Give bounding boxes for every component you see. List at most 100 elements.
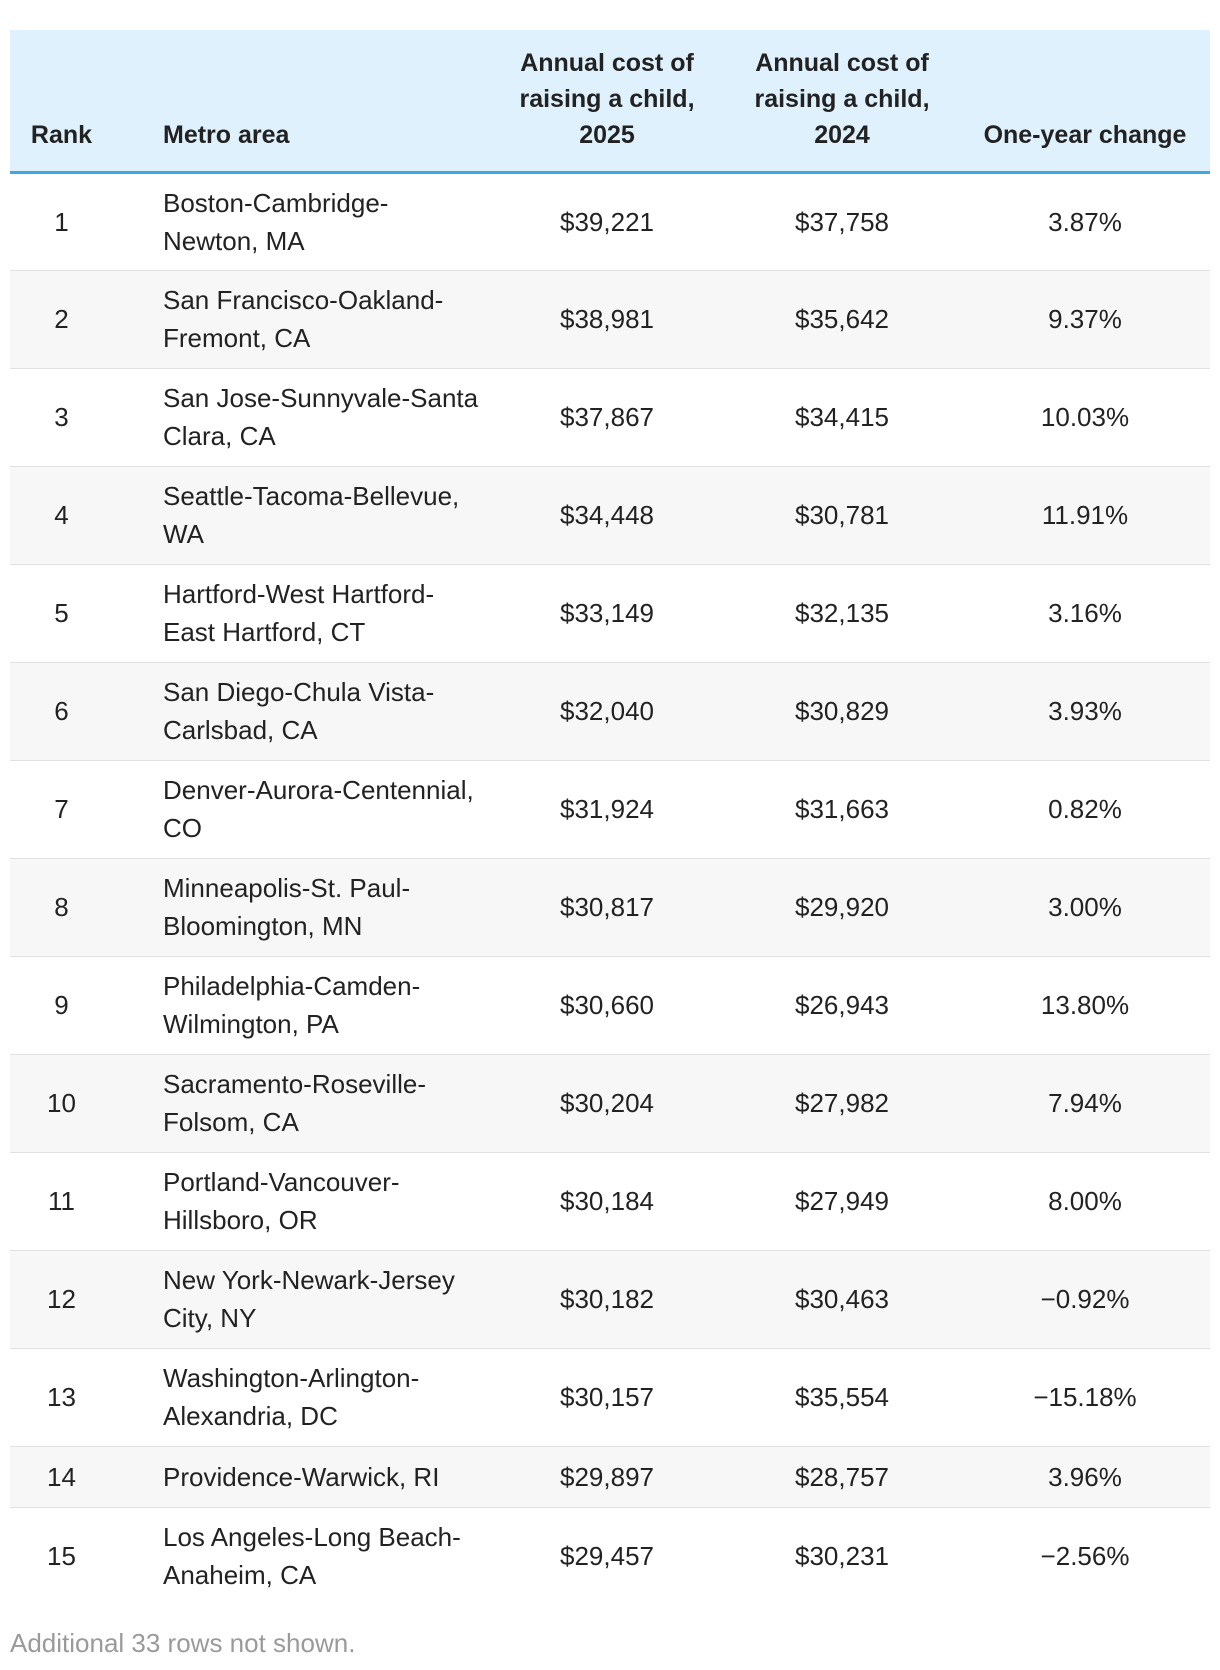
cell-cost-2025: $39,221 [490,172,724,271]
cell-metro-area: Washington-Arlington-Alexandria, DC [113,1348,490,1447]
table-row: 3 San Jose-Sunnyvale-Santa Clara, CA $37,8… [10,368,1210,467]
table-row: 7 Denver-Aurora-Centennial, CO $31,924 $31,… [10,760,1210,859]
cell-cost-2025: $38,981 [490,270,724,369]
cell-cost-2025: $37,867 [490,368,724,467]
cell-rank: 6 [10,662,113,761]
cell-rank: 1 [10,172,113,271]
cell-cost-2025: $33,149 [490,564,724,663]
table-row: 15 Los Angeles-Long Beach-Anaheim, CA $29,… [10,1507,1210,1605]
cost-of-raising-child-table-container: Rank Metro area Annual cost of raising a… [10,30,1210,1605]
table-body: 1 Boston-Cambridge-Newton, MA $39,221 $37,7… [10,172,1210,1605]
cell-one-year-change: 0.82% [960,760,1210,859]
rows-not-shown-note: Additional 33 rows not shown. [10,1628,356,1658]
cell-one-year-change: 11.91% [960,466,1210,565]
cell-cost-2024: $30,463 [724,1250,960,1349]
cell-cost-2024: $28,757 [724,1446,960,1508]
cell-rank: 9 [10,956,113,1055]
cell-metro-area: Minneapolis-St. Paul-Bloomington, MN [113,858,490,957]
cell-cost-2024: $26,943 [724,956,960,1055]
cell-metro-area: Denver-Aurora-Centennial, CO [113,760,490,859]
cell-cost-2024: $35,642 [724,270,960,369]
cell-cost-2024: $30,781 [724,466,960,565]
cell-cost-2025: $30,204 [490,1054,724,1153]
cell-metro-area: Portland-Vancouver-Hillsboro, OR [113,1152,490,1251]
cell-rank: 13 [10,1348,113,1447]
cell-one-year-change: 3.87% [960,172,1210,271]
cell-cost-2025: $30,157 [490,1348,724,1447]
table-row: 9 Philadelphia-Camden-Wilmington, PA $30,6… [10,956,1210,1055]
cell-rank: 5 [10,564,113,663]
cell-rank: 7 [10,760,113,859]
table-header: Rank Metro area Annual cost of raising a… [10,30,1210,174]
cell-metro-area: Sacramento-Roseville-Folsom, CA [113,1054,490,1153]
cell-rank: 15 [47,1541,76,1572]
cell-metro-area: New York-Newark-Jersey City, NY [113,1250,490,1349]
cell-one-year-change: 13.80% [960,956,1210,1055]
table-row: 6 San Diego-Chula Vista-Carlsbad, CA $32,0… [10,662,1210,761]
cell-cost-2025: $30,184 [490,1152,724,1251]
cell-metro-area: Boston-Cambridge-Newton, MA [113,172,490,271]
cell-cost-2025: $30,182 [490,1250,724,1349]
table-row: 14 Providence-Warwick, RI $29,897 $28,757 3.… [10,1446,1210,1508]
cell-cost-2024: $27,949 [724,1152,960,1251]
cell-one-year-change: 3.93% [960,662,1210,761]
header-one-year-change: One-year change [960,30,1210,174]
table-row: 8 Minneapolis-St. Paul-Bloomington, MN $30… [10,858,1210,957]
table-row: 4 Seattle-Tacoma-Bellevue, WA $34,448 $30,7… [10,466,1210,565]
table-row: 11 Portland-Vancouver-Hillsboro, OR $30,18… [10,1152,1210,1251]
cell-metro-area: San Francisco-Oakland-Fremont, CA [113,270,490,369]
cell-one-year-change: 3.16% [960,564,1210,663]
header-row: Rank Metro area Annual cost of raising a… [10,30,1210,174]
cell-one-year-change: −0.92% [960,1250,1210,1349]
header-metro-area: Metro area [113,30,490,174]
cell-cost-2025: $29,457 [560,1541,654,1572]
cell-metro-area: Philadelphia-Camden-Wilmington, PA [113,956,490,1055]
cell-rank: 8 [10,858,113,957]
cell-one-year-change: −2.56% [1040,1541,1130,1572]
cell-rank: 2 [10,270,113,369]
table-row: 1 Boston-Cambridge-Newton, MA $39,221 $37,7… [10,172,1210,271]
cell-cost-2024: $32,135 [724,564,960,663]
cell-rank: 4 [10,466,113,565]
cell-cost-2025: $31,924 [490,760,724,859]
cell-one-year-change: 3.00% [960,858,1210,957]
cost-of-raising-child-table: Rank Metro area Annual cost of raising a… [10,30,1210,1605]
cell-cost-2025: $32,040 [490,662,724,761]
cell-rank: 10 [10,1054,113,1153]
cell-metro-area: Providence-Warwick, RI [113,1446,490,1508]
header-rank: Rank [10,30,113,174]
cell-metro-area: Hartford-West Hartford-East Hartford, CT [113,564,490,663]
cell-cost-2024: $30,231 [795,1541,889,1572]
cell-one-year-change: 8.00% [960,1152,1210,1251]
cell-rank: 3 [10,368,113,467]
cell-one-year-change: 9.37% [960,270,1210,369]
table-row: 2 San Francisco-Oakland-Fremont, CA $38,98… [10,270,1210,369]
cell-cost-2024: $37,758 [724,172,960,271]
table-row: 13 Washington-Arlington-Alexandria, DC $30… [10,1348,1210,1447]
cell-metro-area: San Diego-Chula Vista-Carlsbad, CA [113,662,490,761]
cell-one-year-change: 10.03% [960,368,1210,467]
cell-cost-2025: $30,817 [490,858,724,957]
cell-rank: 12 [10,1250,113,1349]
cell-cost-2025: $30,660 [490,956,724,1055]
cell-cost-2024: $34,415 [724,368,960,467]
cell-cost-2024: $27,982 [724,1054,960,1153]
cell-cost-2024: $30,829 [724,662,960,761]
table-row: 12 New York-Newark-Jersey City, NY $30,182… [10,1250,1210,1349]
cell-metro-area: Seattle-Tacoma-Bellevue, WA [113,466,490,565]
cell-cost-2024: $31,663 [724,760,960,859]
cell-cost-2025: $34,448 [490,466,724,565]
header-cost-2024: Annual cost of raising a child, 2024 [724,30,960,174]
cell-rank: 14 [10,1446,113,1508]
table-row: 10 Sacramento-Roseville-Folsom, CA $30,204… [10,1054,1210,1153]
cell-cost-2025: $29,897 [490,1446,724,1508]
table-row: 5 Hartford-West Hartford-East Hartford, C… [10,564,1210,663]
cell-cost-2024: $35,554 [724,1348,960,1447]
cell-rank: 11 [10,1152,113,1251]
cell-one-year-change: −15.18% [960,1348,1210,1447]
cell-metro-area: Los Angeles-Long Beach-Anaheim, CA [163,1522,461,1591]
header-cost-2025: Annual cost of raising a child, 2025 [490,30,724,174]
cell-cost-2024: $29,920 [724,858,960,957]
cell-one-year-change: 3.96% [960,1446,1210,1508]
cell-metro-area: San Jose-Sunnyvale-Santa Clara, CA [113,368,490,467]
